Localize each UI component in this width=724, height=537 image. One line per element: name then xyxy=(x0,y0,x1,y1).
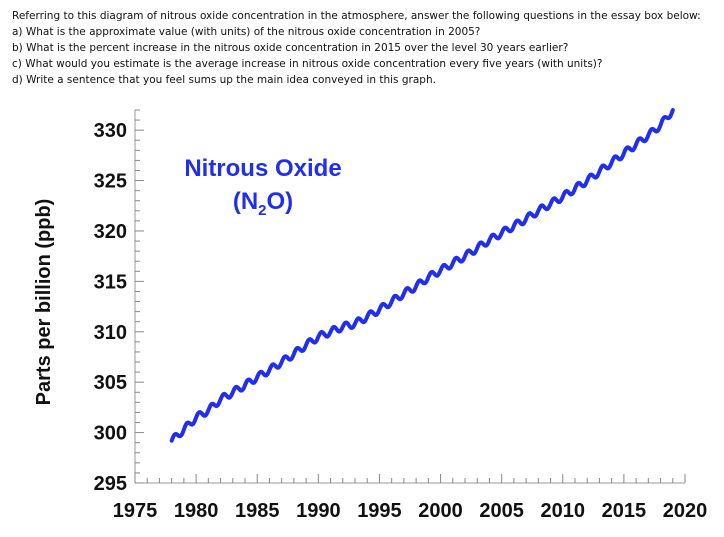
x-tick-label: 1995 xyxy=(357,500,402,522)
x-tick-label: 1985 xyxy=(235,500,280,522)
question-intro: Referring to this diagram of nitrous oxi… xyxy=(12,10,701,22)
x-tick-label: 2015 xyxy=(602,500,647,522)
x-tick-label: 2010 xyxy=(541,500,586,522)
chart-title: Nitrous Oxide xyxy=(184,155,341,182)
y-tick-label: 325 xyxy=(94,171,127,193)
y-axis-label: Parts per billion (ppb) xyxy=(33,199,55,406)
x-tick-label: 2020 xyxy=(663,500,708,522)
series-line-n2o xyxy=(169,108,675,443)
x-tick-label: 1990 xyxy=(296,500,341,522)
plot-area xyxy=(169,108,675,443)
x-tick-label: 2000 xyxy=(418,500,463,522)
axes: 1975 1980 1985 1990 1995 2000 2005 2010 2015 2020… xyxy=(94,109,708,522)
question-c: c) What would you estimate is the averag… xyxy=(12,58,603,70)
x-tick-label: 1980 xyxy=(174,500,219,522)
y-tick-label: 300 xyxy=(94,423,127,445)
y-tick-label: 330 xyxy=(94,120,127,142)
y-tick-label: 295 xyxy=(94,473,127,495)
subtitle-end: O) xyxy=(267,188,294,215)
subtitle-sub: 2 xyxy=(258,202,266,219)
y-tick-label: 315 xyxy=(94,271,127,293)
x-tick-label: 2005 xyxy=(479,500,524,522)
y-tick-label: 320 xyxy=(94,221,127,243)
chart-subtitle: (N2O) xyxy=(233,188,293,219)
subtitle-main: (N xyxy=(233,188,258,215)
question-b: b) What is the percent increase in the n… xyxy=(12,42,569,54)
question-text: Referring to this diagram of nitrous oxi… xyxy=(12,8,712,88)
question-a: a) What is the approximate value (with u… xyxy=(12,26,481,38)
y-tick-label: 305 xyxy=(94,372,127,394)
question-d: d) Write a sentence that you feel sums u… xyxy=(12,74,436,86)
x-tick-label: 1975 xyxy=(113,500,158,522)
y-tick-label: 310 xyxy=(94,322,127,344)
